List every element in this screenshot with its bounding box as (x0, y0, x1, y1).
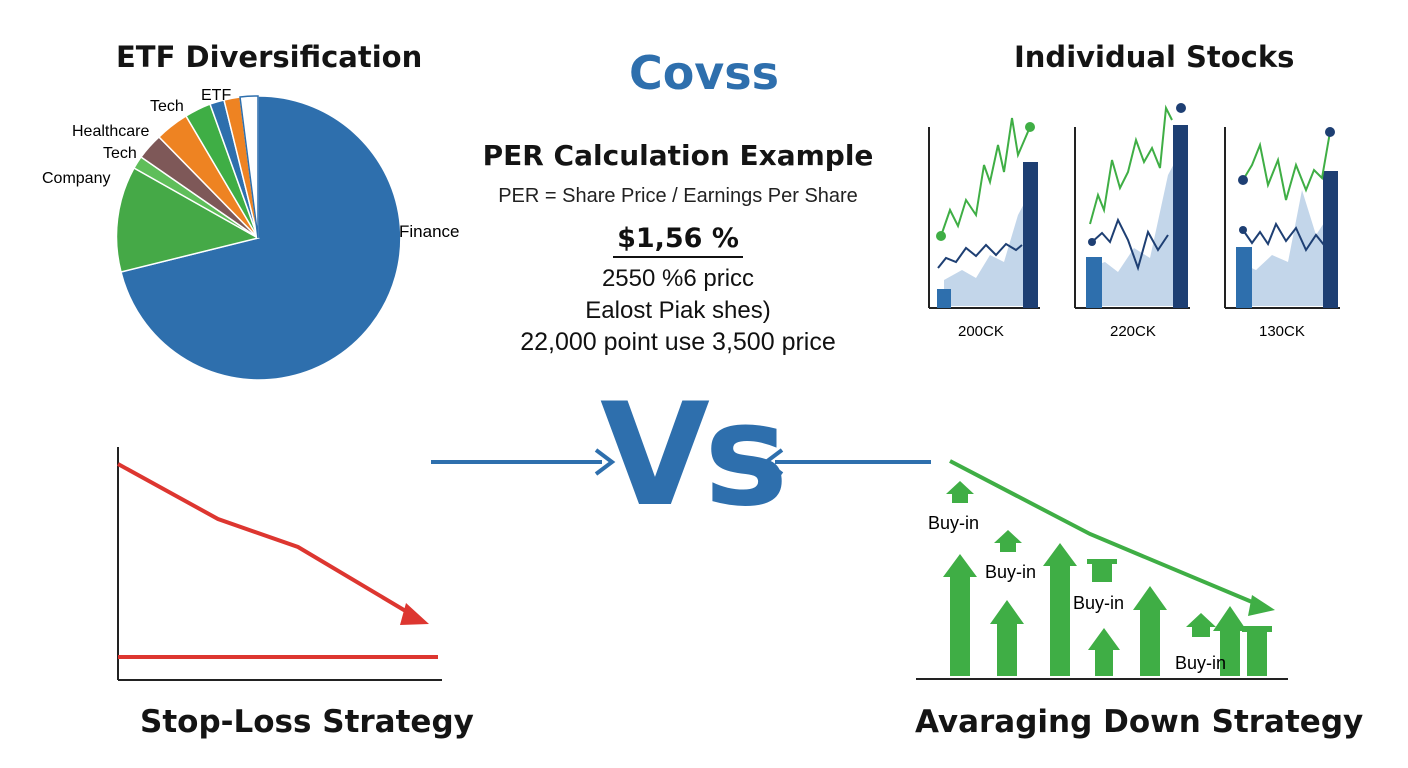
stock-chart-3 (1224, 127, 1340, 309)
small-arrow-4 (1186, 613, 1216, 637)
buy-arrow-3 (1043, 543, 1077, 676)
pie-label-tech-top: Tech (150, 98, 184, 115)
etf-diversification-title: ETF Diversification (116, 40, 423, 74)
buyin-label-4: Buy-in (1175, 653, 1226, 673)
averaging-down-title: Avaraging Down Strategy (915, 704, 1364, 740)
pie-slice-company (115, 166, 261, 273)
per-value: $1,56 % (613, 223, 743, 258)
pie-label-finance: Finance (399, 222, 459, 241)
stop-loss-arrow-head (400, 603, 429, 625)
per-line-3: 22,000 point use 3,500 price (520, 328, 836, 356)
brand-title: Covss (628, 46, 780, 100)
buy-arrow-2 (990, 600, 1024, 676)
per-heading: PER Calculation Example (482, 139, 874, 172)
small-arrow-2 (994, 530, 1022, 552)
stop-loss-title: Stop-Loss Strategy (140, 704, 474, 740)
pie-slice-etf-light (239, 95, 259, 239)
averaging-trend-line (949, 459, 1265, 609)
stock-chart-2 (1074, 103, 1190, 309)
per-line-2: Ealost Piak shes) (585, 297, 771, 324)
pie-label-company: Company (42, 170, 110, 187)
individual-stocks-title: Individual Stocks (1014, 40, 1295, 74)
pie-slice-finance (120, 95, 402, 381)
buyin-label-3: Buy-in (1073, 593, 1124, 613)
buy-arrow-5 (1133, 586, 1167, 676)
buyin-label-2: Buy-in (985, 562, 1036, 582)
right-arrow-head (762, 448, 784, 476)
pie-label-tech: Tech (103, 145, 137, 162)
buy-arrow-1 (943, 554, 977, 676)
buy-arrow-6 (1213, 606, 1247, 676)
stop-loss-chart (117, 447, 442, 681)
vs-label: Vs (600, 373, 788, 538)
pie-label-healthcare: Healthcare (72, 123, 149, 140)
stock-chart-1 (928, 117, 1040, 309)
left-arrow-head (594, 448, 616, 476)
small-block-3 (1092, 563, 1112, 582)
buyin-label-1: Buy-in (928, 513, 979, 533)
averaging-trend-head (1248, 595, 1275, 616)
pie-label-etf: ETF (201, 87, 231, 104)
buy-arrow-4 (1088, 628, 1120, 676)
small-arrow-1 (946, 481, 974, 503)
stop-loss-decline-line (117, 462, 416, 618)
stock-label-1: 200CK (958, 323, 1004, 340)
per-line-1: 2550 %6 pricc (601, 265, 755, 292)
averaging-down-chart (916, 459, 1288, 680)
buy-bar-7 (1247, 632, 1267, 676)
stock-label-3: 130CK (1259, 323, 1305, 340)
per-formula: PER = Share Price / Earnings Per Share (498, 185, 858, 207)
per-value-box: $1,56 % (560, 223, 796, 258)
stock-label-2: 220CK (1110, 323, 1156, 340)
